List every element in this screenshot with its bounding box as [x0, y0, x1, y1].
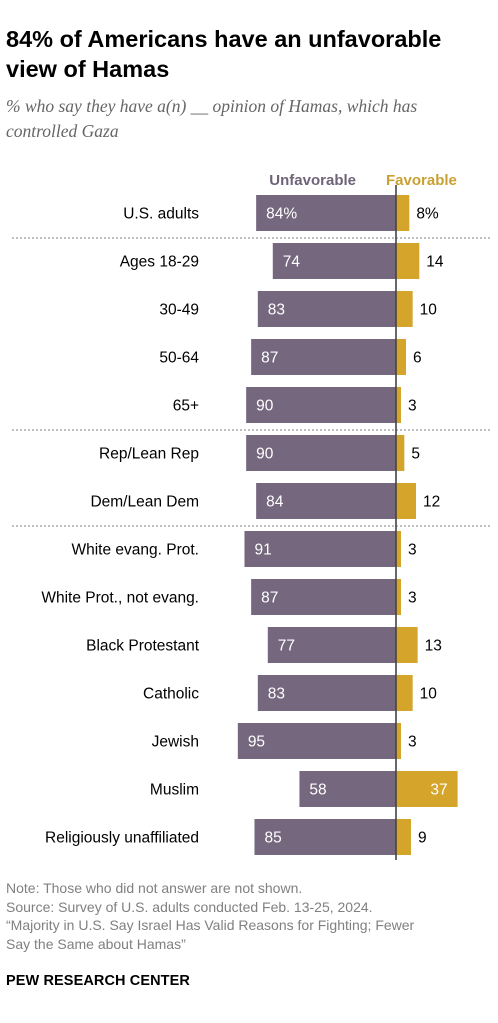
report-title-line-2: Say the Same about Hamas”: [6, 935, 186, 952]
category-label: Ages 18-29: [120, 254, 199, 271]
unfavorable-value-label: 84%: [266, 206, 297, 223]
unfavorable-bar: [272, 243, 396, 279]
category-label: Black Protestant: [86, 638, 200, 655]
unfavorable-value-label: 90: [256, 398, 274, 415]
category-label: Dem/Lean Dem: [90, 494, 199, 511]
unfavorable-bar: [254, 819, 396, 855]
category-label: White Prot., not evang.: [41, 590, 199, 607]
favorable-bar: [396, 723, 401, 759]
source-text: Source: Survey of U.S. adults conducted …: [6, 898, 373, 915]
legend-favorable: Favorable: [386, 172, 457, 189]
favorable-value-label: 3: [408, 542, 417, 559]
category-label: U.S. adults: [123, 206, 199, 223]
category-label: Religiously unaffiliated: [45, 830, 199, 847]
pew-research-center-logo-text: PEW RESEARCH CENTER: [6, 973, 190, 989]
favorable-value-label: 3: [408, 734, 417, 751]
unfavorable-bar: [299, 771, 396, 807]
unfavorable-bar: [246, 387, 396, 423]
unfavorable-bar: [246, 435, 396, 471]
favorable-bar: [396, 339, 406, 375]
favorable-bar: [396, 579, 401, 615]
unfavorable-value-label: 83: [268, 686, 285, 703]
report-title-line-1: “Majority in U.S. Say Israel Has Valid R…: [6, 917, 415, 933]
unfavorable-value-label: 87: [261, 350, 278, 367]
favorable-bar: [396, 771, 458, 807]
category-label: Muslim: [150, 782, 199, 799]
favorable-value-label: 9: [418, 830, 427, 847]
favorable-bar: [396, 627, 418, 663]
favorable-value-label: 37: [430, 782, 447, 799]
favorable-value-label: 10: [420, 686, 438, 703]
unfavorable-value-label: 84: [266, 494, 284, 511]
unfavorable-value-label: 95: [248, 734, 265, 751]
category-label: Catholic: [143, 686, 199, 703]
unfavorable-bar: [244, 531, 396, 567]
unfavorable-value-label: 77: [278, 638, 295, 655]
unfavorable-bar: [257, 675, 396, 711]
category-label: 65+: [173, 398, 199, 415]
favorable-value-label: 6: [413, 350, 422, 367]
category-label: Jewish: [152, 734, 199, 751]
favorable-value-label: 13: [425, 638, 442, 655]
category-label: 30-49: [159, 302, 199, 319]
unfavorable-value-label: 90: [256, 446, 274, 463]
unfavorable-bar: [257, 291, 396, 327]
favorable-value-label: 8%: [416, 206, 439, 223]
category-label: 50-64: [159, 350, 199, 367]
favorable-value-label: 5: [411, 446, 420, 463]
favorable-bar: [396, 483, 416, 519]
chart-title: 84% of Americans have an unfavorable vie…: [6, 26, 442, 82]
note-text: Note: Those who did not answer are not s…: [6, 880, 303, 896]
chart-notes: Note: Those who did not answer are not s…: [6, 879, 492, 953]
favorable-bar: [396, 243, 420, 279]
favorable-bar: [396, 435, 405, 471]
unfavorable-value-label: 85: [264, 830, 281, 847]
favorable-value-label: 10: [420, 302, 438, 319]
favorable-value-label: 14: [426, 254, 444, 271]
unfavorable-bar: [251, 579, 396, 615]
unfavorable-bar: [251, 339, 396, 375]
unfavorable-value-label: 91: [254, 542, 271, 559]
diverging-bar-chart: Unfavorable Favorable U.S. adults 84% 8% Ages…: [12, 172, 492, 860]
favorable-bar: [396, 531, 401, 567]
unfavorable-value-label: 58: [309, 782, 326, 799]
favorable-bar: [396, 819, 411, 855]
category-label: Rep/Lean Rep: [99, 446, 199, 463]
favorable-value-label: 3: [408, 398, 417, 415]
unfavorable-bar: [267, 627, 396, 663]
category-label: White evang. Prot.: [71, 542, 199, 559]
favorable-value-label: 12: [423, 494, 440, 511]
unfavorable-bar: [256, 195, 396, 231]
favorable-bar: [396, 387, 401, 423]
unfavorable-value-label: 87: [261, 590, 278, 607]
unfavorable-value-label: 74: [283, 254, 301, 271]
favorable-bar: [396, 675, 413, 711]
favorable-bar: [396, 291, 413, 327]
unfavorable-bar: [237, 723, 396, 759]
unfavorable-value-label: 83: [268, 302, 285, 319]
chart-subtitle: % who say they have a(n) __ opinion of H…: [6, 96, 418, 141]
legend-unfavorable: Unfavorable: [269, 172, 356, 189]
favorable-bar: [396, 195, 410, 231]
unfavorable-bar: [256, 483, 396, 519]
favorable-value-label: 3: [408, 590, 417, 607]
